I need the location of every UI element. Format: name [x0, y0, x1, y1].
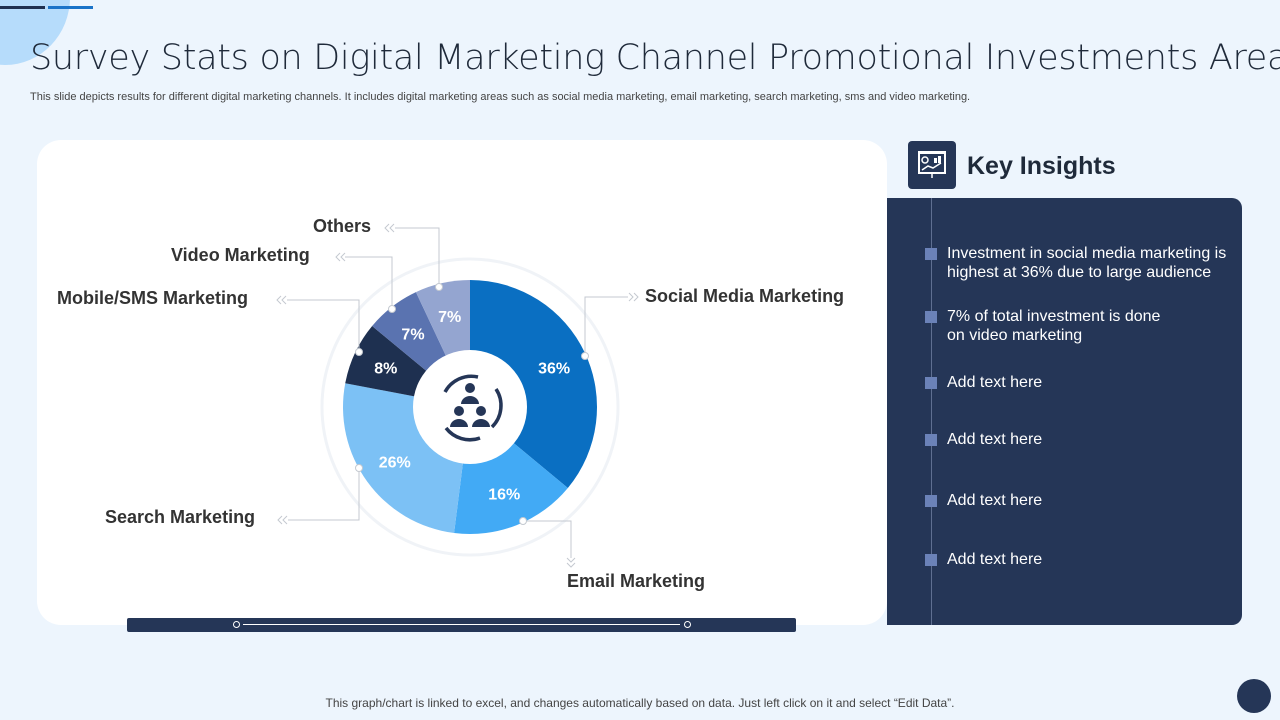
- insight-item: Investment in social media marketing is …: [925, 244, 1237, 282]
- insight-item: 7% of total investment is done on video …: [925, 307, 1177, 345]
- timeline-line: [931, 198, 932, 625]
- category-label-email: Email Marketing: [567, 571, 706, 591]
- scroll-handle-left[interactable]: [233, 621, 240, 628]
- key-insights-title: Key Insights: [967, 152, 1116, 180]
- scroll-handle-right[interactable]: [684, 621, 691, 628]
- bullet-icon: [925, 311, 937, 323]
- scroll-track: [243, 624, 680, 625]
- people-cycle-icon: [443, 374, 503, 442]
- leader-arrows: [276, 223, 639, 568]
- insight-text: Add text here: [947, 492, 1043, 509]
- chart-outer-ring: [320, 257, 620, 557]
- donut-hole: [413, 350, 527, 464]
- page-title: Survey Stats on Digital Marketing Channe…: [30, 38, 1280, 78]
- insight-text: Investment in social media marketing is …: [947, 245, 1227, 281]
- data-label: 7%: [438, 309, 461, 326]
- category-label-mobile-sms: Mobile/SMS Marketing: [57, 288, 249, 308]
- category-label-search: Search Marketing: [105, 507, 256, 527]
- footer-note: This graph/chart is linked to excel, and…: [325, 696, 955, 710]
- data-label: 26%: [379, 455, 411, 472]
- bullet-icon: [925, 377, 937, 389]
- horizontal-scrollbar[interactable]: [127, 618, 796, 632]
- bullet-icon: [925, 495, 937, 507]
- bullet-icon: [925, 434, 937, 446]
- insight-item: Add text here: [925, 373, 1042, 392]
- insight-text: Add text here: [947, 551, 1043, 568]
- insight-item: Add text here: [925, 550, 1042, 569]
- key-insights-panel: Investment in social media marketing is …: [887, 198, 1242, 625]
- bullet-icon: [925, 248, 937, 260]
- insight-item: Add text here: [925, 491, 1042, 510]
- insight-text: 7% of total investment is done on video …: [947, 308, 1161, 344]
- data-label: 16%: [488, 486, 520, 503]
- decorative-bar: [48, 6, 93, 9]
- insight-text: Add text here: [947, 431, 1043, 448]
- insight-text: Add text here: [947, 374, 1043, 391]
- category-label-video: Video Marketing: [171, 245, 310, 265]
- presentation-chart-icon: [908, 141, 956, 189]
- data-label: 7%: [401, 327, 424, 344]
- category-label-others: Others: [313, 216, 372, 236]
- decorative-bar: [0, 6, 45, 9]
- leader-lines: [287, 227, 628, 558]
- data-label: 36%: [538, 360, 570, 377]
- bullet-icon: [925, 554, 937, 566]
- category-label-social-media: Social Media Marketing: [645, 286, 845, 306]
- insight-item: Add text here: [925, 430, 1042, 449]
- page-subtitle: This slide depicts results for different…: [30, 91, 971, 103]
- leader-dots: [355, 283, 589, 525]
- corner-decoration: [1237, 679, 1271, 713]
- slice-social-media-marketing[interactable]: [470, 280, 597, 488]
- data-label: 8%: [374, 360, 397, 377]
